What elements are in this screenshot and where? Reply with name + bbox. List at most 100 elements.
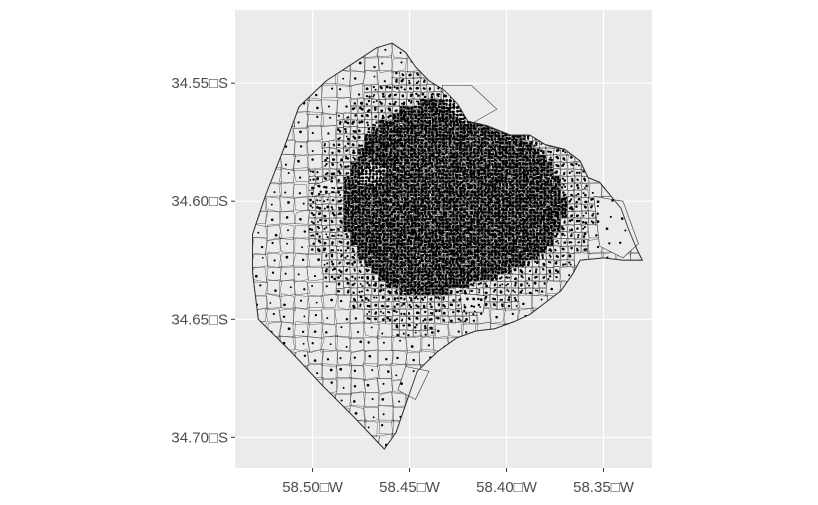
tract-centroid bbox=[395, 71, 398, 75]
tract-centroid bbox=[430, 95, 434, 99]
census-tract bbox=[420, 119, 425, 124]
tract-centroid bbox=[456, 116, 459, 119]
tract-centroid bbox=[361, 151, 365, 155]
tract-centroid bbox=[459, 118, 462, 121]
census-tract bbox=[349, 119, 358, 128]
tract-centroid bbox=[424, 95, 427, 98]
tract-centroid bbox=[373, 124, 377, 127]
tract-centroid bbox=[431, 113, 434, 116]
tract-centroid bbox=[383, 80, 386, 83]
tract-centroid bbox=[331, 87, 334, 90]
tract-centroid bbox=[408, 113, 410, 116]
tract-centroid bbox=[441, 117, 444, 120]
tract-centroid bbox=[390, 142, 393, 145]
tract-centroid bbox=[395, 78, 398, 82]
tract-centroid bbox=[434, 100, 437, 103]
tract-centroid bbox=[428, 106, 432, 110]
tract-centroid bbox=[423, 124, 427, 127]
tract-centroid bbox=[381, 114, 385, 118]
tract-centroid bbox=[372, 131, 375, 134]
tract-centroid bbox=[458, 120, 462, 123]
tract-centroid bbox=[367, 127, 371, 131]
tract-centroid bbox=[452, 123, 456, 127]
tract-centroid bbox=[360, 107, 364, 111]
tract-centroid bbox=[435, 116, 437, 119]
tract-centroid bbox=[414, 110, 417, 113]
tract-centroid bbox=[444, 123, 448, 126]
tract-centroid bbox=[408, 73, 411, 77]
tract-centroid bbox=[418, 114, 421, 117]
census-tract bbox=[409, 116, 414, 121]
tract-centroid bbox=[432, 124, 435, 128]
tract-centroid bbox=[453, 121, 456, 124]
tract-centroid bbox=[389, 152, 393, 155]
tract-centroid bbox=[423, 102, 427, 105]
tract-centroid bbox=[390, 147, 393, 151]
census-tract bbox=[406, 106, 411, 111]
tract-centroid bbox=[445, 110, 448, 113]
tract-centroid bbox=[410, 110, 414, 114]
tract-centroid bbox=[449, 120, 452, 124]
census-tract bbox=[391, 104, 400, 114]
tract-centroid bbox=[401, 73, 404, 76]
tract-centroid bbox=[368, 147, 371, 151]
tract-centroid bbox=[365, 87, 369, 91]
tract-centroid bbox=[372, 138, 375, 141]
tract-centroid bbox=[361, 114, 364, 118]
census-tract bbox=[437, 116, 442, 121]
census-tract bbox=[307, 140, 324, 156]
census-tract bbox=[423, 99, 428, 104]
tract-centroid bbox=[417, 110, 421, 114]
census-tract bbox=[293, 141, 308, 157]
tract-centroid bbox=[414, 116, 417, 120]
tract-centroid bbox=[365, 103, 368, 106]
tract-centroid bbox=[367, 99, 371, 103]
tract-centroid bbox=[379, 100, 382, 103]
tract-centroid bbox=[443, 94, 446, 97]
census-tract bbox=[384, 106, 393, 114]
tract-centroid bbox=[418, 124, 421, 127]
tract-centroid bbox=[358, 61, 362, 65]
census-tract bbox=[371, 92, 380, 100]
tract-centroid bbox=[383, 137, 386, 140]
tract-centroid bbox=[442, 99, 445, 103]
tract-centroid bbox=[390, 128, 393, 131]
tract-centroid bbox=[345, 135, 348, 138]
tract-centroid bbox=[360, 120, 364, 124]
tract-centroid bbox=[376, 145, 379, 148]
census-tract bbox=[336, 69, 351, 86]
census-tract bbox=[336, 97, 352, 115]
tract-centroid bbox=[446, 113, 449, 116]
tract-centroid bbox=[372, 101, 375, 104]
tract-centroid bbox=[421, 123, 424, 126]
tract-centroid bbox=[456, 109, 459, 113]
tract-centroid bbox=[385, 145, 388, 148]
tract-centroid bbox=[443, 124, 445, 127]
tract-centroid bbox=[385, 134, 388, 137]
tract-centroid bbox=[410, 101, 413, 104]
tract-centroid bbox=[428, 102, 431, 106]
tract-centroid bbox=[339, 120, 342, 124]
tract-centroid bbox=[415, 81, 419, 85]
tract-centroid bbox=[407, 123, 410, 127]
census-tract bbox=[392, 84, 400, 93]
tract-centroid bbox=[364, 144, 367, 148]
census-tract bbox=[335, 127, 344, 134]
census-tract bbox=[371, 98, 380, 107]
tract-centroid bbox=[416, 100, 418, 103]
census-tract bbox=[406, 77, 415, 86]
tract-centroid bbox=[420, 116, 423, 119]
census-tract bbox=[398, 91, 408, 100]
census-tract bbox=[363, 98, 372, 107]
census-tract bbox=[391, 76, 400, 86]
tract-centroid bbox=[351, 122, 354, 125]
tract-centroid bbox=[420, 113, 423, 116]
tract-centroid bbox=[396, 113, 399, 116]
tract-centroid bbox=[420, 106, 423, 109]
tract-centroid bbox=[343, 127, 347, 131]
tract-centroid bbox=[431, 93, 434, 96]
tract-centroid bbox=[382, 145, 385, 149]
tract-centroid bbox=[379, 130, 381, 133]
tract-centroid bbox=[379, 144, 383, 148]
tract-centroid bbox=[332, 143, 335, 146]
